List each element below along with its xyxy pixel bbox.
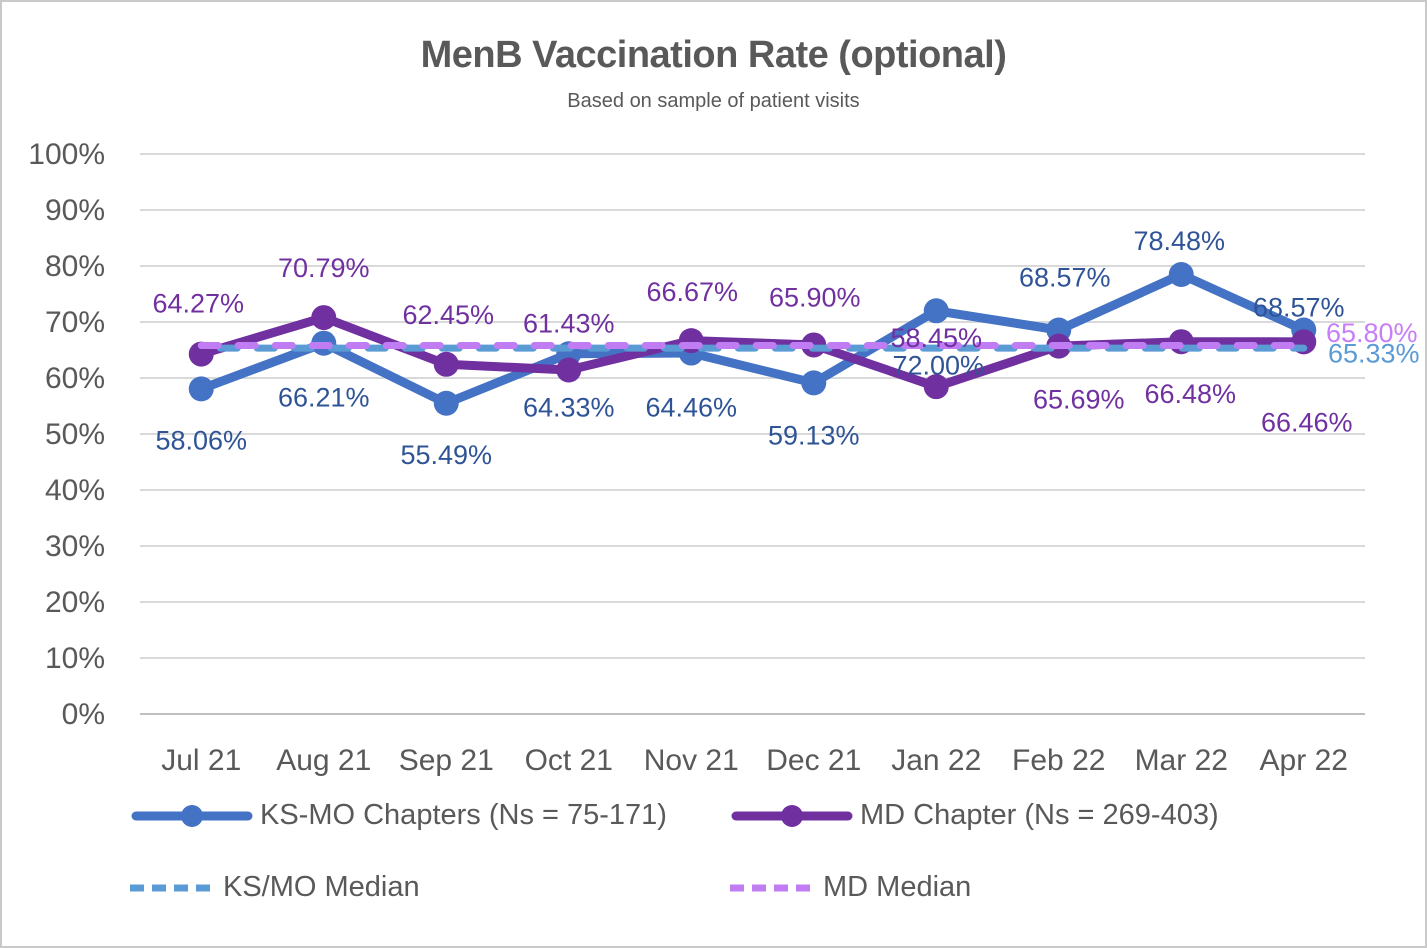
data-point-label: 66.48% [1144,379,1236,409]
data-point-marker [188,376,214,402]
series-line [196,270,1309,408]
chart-title: MenB Vaccination Rate (optional) [420,34,1007,76]
data-point-label: 72.00% [892,350,984,380]
data-point-label: 59.13% [768,420,860,450]
y-axis-tick-label: 40% [45,474,105,507]
y-axis-tick-label: 0% [62,698,105,731]
data-point-label: 64.46% [645,393,737,423]
median-value-label: 65.33% [1328,339,1420,369]
data-point-label: 68.57% [1253,293,1345,323]
data-point-marker [433,390,459,416]
series-1-labels: 64.27% 70.79% 62.45% 61.43% 66.67% 65.90% 58.4… [152,253,1352,437]
x-axis-tick-label: Feb 22 [1012,744,1105,777]
x-axis-tick-label: Dec 21 [766,744,861,777]
md-series-legend-marker-icon [731,804,853,827]
ksmo-median-legend-marker-icon [130,884,214,891]
y-axis-tick-label: 10% [45,642,105,675]
y-axis-tick-label: 30% [45,530,105,563]
data-point-marker [801,370,827,396]
data-point-label: 78.48% [1133,226,1225,256]
data-point-marker [556,357,582,383]
md-median-legend-marker-icon [730,884,814,891]
data-point-label: 70.79% [278,253,370,283]
y-axis-tick-label: 90% [45,194,105,227]
y-axis-tick-label: 20% [45,586,105,619]
legend-item-md-chapter: MD Chapter (Ns = 269-403) [731,799,1219,832]
data-point-label: 62.45% [402,300,494,330]
data-point-marker [433,351,459,377]
legend-label-ksmo-median: KS/MO Median [223,871,420,903]
grid: 0% 10% 20% 30% 40% 50% 60% 70% 80% 90% 100% [28,138,1365,731]
legend-item-ksmo-median: KS/MO Median [128,871,420,904]
data-point-label: 66.67% [646,277,738,307]
y-axis-tick-label: 70% [45,306,105,339]
data-point-marker [311,305,337,331]
x-axis: Jul 21 Aug 21 Sep 21 Oct 21 Nov 21 Dec 21 Jan … [161,744,1348,777]
data-point-label: 66.46% [1261,407,1353,437]
y-axis-tick-label: 50% [45,418,105,451]
legend-label-md-chapter: MD Chapter (Ns = 269-403) [860,799,1219,831]
data-point-label: 65.90% [769,282,861,312]
y-axis-tick-label: 60% [45,362,105,395]
data-point-label: 64.27% [152,289,244,319]
series-line [196,313,1309,392]
legend-item-ksmo-chapters: KS-MO Chapters (Ns = 75-171) [131,799,667,832]
legend-label-ksmo-chapters: KS-MO Chapters (Ns = 75-171) [260,799,667,831]
data-point-label: 55.49% [400,440,492,470]
data-point-label: 64.33% [523,392,615,422]
data-point-label: 68.57% [1019,263,1111,293]
data-point-label: 58.06% [155,425,247,455]
data-point-label: 65.69% [1033,385,1125,415]
x-axis-tick-label: Apr 22 [1260,744,1348,777]
data-point-marker [1168,262,1194,288]
x-axis-tick-label: Sep 21 [399,744,494,777]
data-point-label: 66.21% [278,383,370,413]
y-axis-tick-label: 100% [28,138,105,171]
x-axis-tick-label: Aug 21 [276,744,371,777]
data-point-label: 58.45% [890,323,982,353]
data-point-marker [923,298,949,324]
x-axis-tick-label: Oct 21 [525,744,613,777]
x-axis-tick-label: Nov 21 [644,744,739,777]
ksmo-series-legend-marker-icon [131,804,253,827]
data-point-marker [923,374,949,400]
chart-subtitle: Based on sample of patient visits [567,90,860,112]
median-value-label: 65.80% [1326,318,1418,348]
y-axis-tick-label: 80% [45,250,105,283]
legend-item-md-median: MD Median [728,871,971,904]
series-0-labels: 58.06% 66.21% 55.49% 64.33% 64.46% 59.13% 72.0… [155,226,1344,470]
x-axis-tick-label: Jan 22 [891,744,981,777]
legend-label-md-median: MD Median [823,871,972,903]
x-axis-tick-label: Jul 21 [161,744,241,777]
x-axis-tick-label: Mar 22 [1135,744,1228,777]
data-point-label: 61.43% [523,308,615,338]
